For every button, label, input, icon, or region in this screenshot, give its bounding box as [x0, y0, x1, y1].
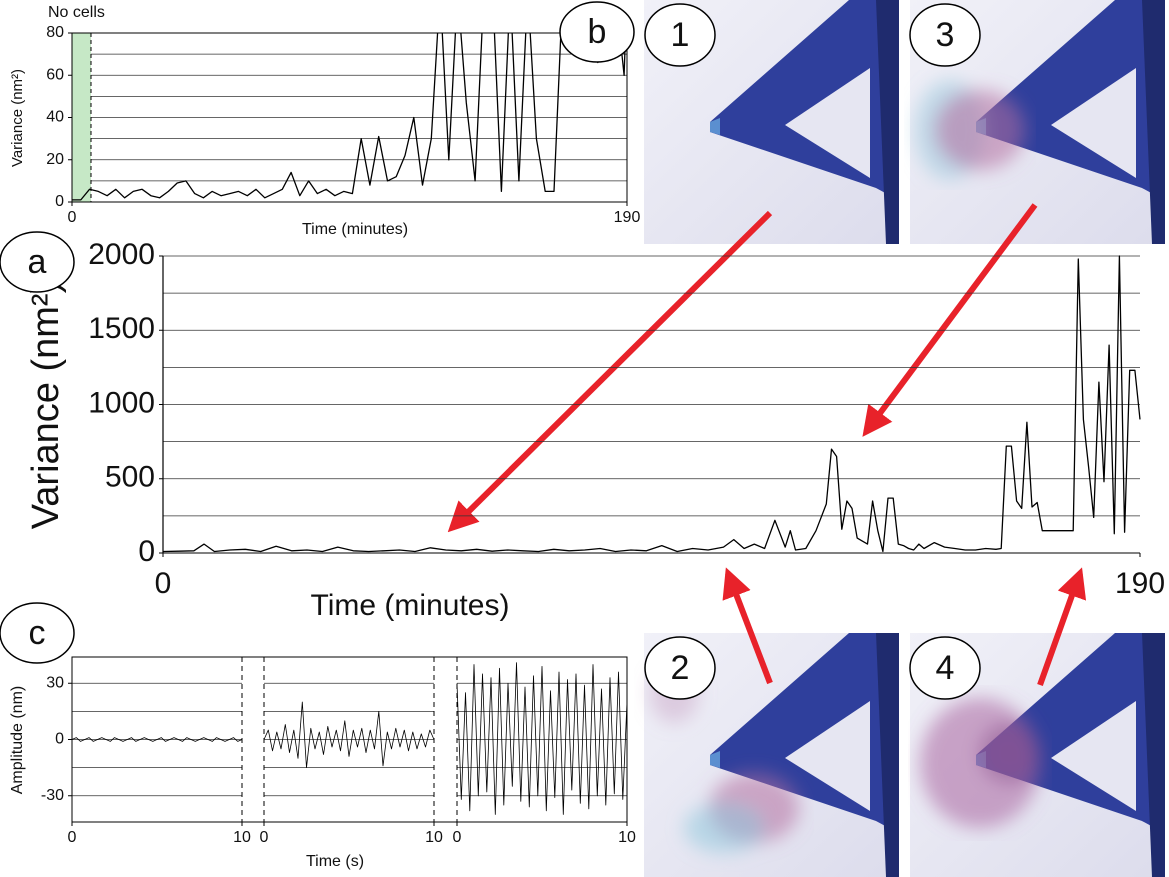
arrow	[447, 210, 773, 533]
shaded-span	[72, 33, 91, 202]
y-tick-label: 500	[105, 461, 155, 494]
y-tick-label: 2000	[88, 238, 155, 271]
y-axis-label: Amplitude (nm)	[9, 686, 26, 794]
panel-label: 4	[936, 649, 955, 687]
y-tick-label: 0	[55, 193, 64, 210]
x-tick-label: 10	[425, 829, 443, 846]
data-line	[162, 255, 1141, 553]
panel-label: b	[588, 13, 607, 51]
y-tick-label: 0	[138, 535, 155, 568]
y-tick-label: 80	[46, 24, 64, 41]
arrow	[862, 203, 1038, 437]
x-tick-label: 10	[618, 829, 636, 846]
arrow	[722, 567, 773, 685]
y-tick-label: 20	[46, 151, 64, 168]
x-axis-label: Time (s)	[306, 853, 364, 870]
y-tick-label: -30	[41, 787, 64, 804]
y-axis-label: Variance (nm²)	[9, 69, 26, 167]
image-3	[910, 0, 1165, 244]
x-tick-label: 10	[233, 829, 251, 846]
y-tick-label: 1500	[88, 312, 155, 345]
x-tick-label: 190	[1115, 567, 1165, 600]
y-axis-label: Variance (nm²)	[25, 281, 67, 529]
image-2	[644, 633, 899, 877]
x-axis-label: Time (minutes)	[311, 589, 510, 622]
y-tick-label: 0	[55, 731, 64, 748]
label-badge	[0, 602, 75, 664]
panel-label: c	[29, 614, 46, 652]
label-badge	[644, 3, 716, 67]
label-badge	[909, 3, 981, 67]
label-badge	[909, 636, 981, 700]
data-line	[72, 33, 627, 201]
panel-label: 2	[671, 649, 690, 687]
data-line	[263, 701, 435, 768]
data-line	[71, 737, 243, 742]
x-tick-label: 0	[260, 829, 269, 846]
x-tick-label: 0	[155, 567, 172, 600]
label-badge	[559, 1, 635, 63]
panel-label: 3	[936, 16, 955, 54]
label-badge	[0, 231, 75, 293]
y-tick-label: 60	[46, 66, 64, 83]
x-axis-label: Time (minutes)	[302, 221, 408, 238]
label-badge	[644, 636, 716, 700]
x-tick-label: 190	[614, 209, 641, 226]
x-tick-label: 0	[68, 829, 77, 846]
x-tick-label: 0	[453, 829, 462, 846]
span-label: No cells	[48, 4, 105, 21]
y-tick-label: 1000	[88, 386, 155, 419]
x-tick-label: 0	[68, 209, 77, 226]
y-tick-label: 40	[46, 109, 64, 126]
data-line	[456, 662, 628, 815]
image-4	[910, 633, 1165, 877]
panel-label: 1	[671, 16, 690, 54]
arrow	[1037, 567, 1087, 687]
y-tick-label: 30	[46, 674, 64, 691]
panel-label: a	[28, 243, 47, 281]
arrows	[447, 203, 1087, 687]
